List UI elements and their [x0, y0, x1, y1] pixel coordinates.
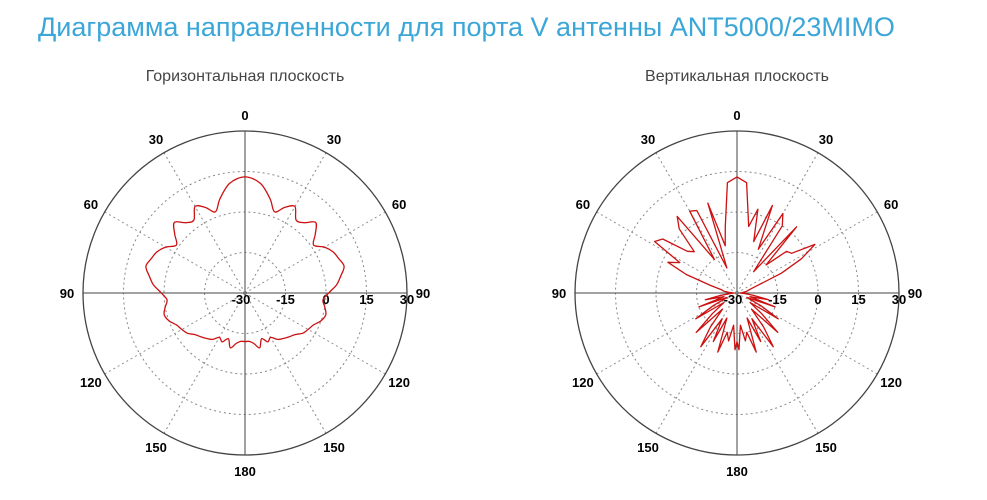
angle-tick-label: 120 — [572, 375, 594, 390]
chart-subtitle-horizontal: Горизонтальная плоскость — [145, 68, 345, 85]
angle-tick-label: 90 — [60, 286, 74, 301]
grid-spoke — [244, 211, 386, 294]
horizontal-plane-chart: Горизонтальная плоскость 0 30 60 90 120 150 18… — [0, 60, 490, 500]
outer-ring — [574, 130, 900, 456]
radiation-pattern-line — [145, 176, 345, 349]
radial-tick-label: -30 — [232, 292, 251, 307]
angle-tick-label: 120 — [80, 375, 102, 390]
angle-tick-label: 30 — [819, 132, 833, 147]
angle-tick-label: 30 — [641, 132, 655, 147]
radial-tick-label: 30 — [892, 292, 906, 307]
angle-tick-label: 90 — [908, 286, 922, 301]
grid-spoke — [596, 292, 738, 375]
grid-spoke — [244, 152, 327, 294]
angle-tick-label: 30 — [327, 132, 341, 147]
grid-spoke — [736, 152, 819, 294]
grid-spoke — [104, 292, 246, 375]
grid-spoke — [736, 292, 819, 434]
angle-tick-label: 60 — [576, 197, 590, 212]
angle-tick-label: 180 — [726, 464, 748, 479]
grid-spoke — [163, 152, 246, 294]
radial-tick-label: 15 — [851, 292, 865, 307]
polar-plot-horizontal: 0 30 60 90 120 150 180 150 120 90 60 30 -30 -15 0 15 30 — [60, 108, 430, 479]
angle-tick-label: 180 — [234, 464, 256, 479]
vertical-plane-chart: Вертикальная плоскость 0 30 60 90 120 150 180 1… — [492, 60, 982, 500]
grid-spoke — [655, 152, 738, 294]
radial-tick-label: -15 — [768, 292, 787, 307]
angle-tick-label: 60 — [84, 197, 98, 212]
radial-tick-label: 0 — [322, 292, 329, 307]
angle-tick-label: 0 — [241, 108, 248, 123]
grid-spoke — [244, 292, 386, 375]
page-title: Диаграмма направленности для порта V ант… — [38, 12, 895, 42]
angle-tick-label: 30 — [149, 132, 163, 147]
angle-tick-label: 90 — [552, 286, 566, 301]
angle-tick-label: 150 — [815, 440, 837, 455]
angle-tick-label: 90 — [416, 286, 430, 301]
grid-spoke — [163, 292, 246, 434]
grid-spoke — [244, 292, 327, 434]
radial-tick-label: -30 — [724, 292, 743, 307]
radial-tick-label: 15 — [359, 292, 373, 307]
grid-spoke — [104, 211, 246, 294]
angle-tick-label: 120 — [388, 375, 410, 390]
grid-spoke — [736, 292, 878, 375]
radial-tick-label: -15 — [276, 292, 295, 307]
angle-tick-label: 0 — [733, 108, 740, 123]
grid-spoke — [655, 292, 738, 434]
angle-tick-label: 60 — [392, 197, 406, 212]
angle-tick-label: 120 — [880, 375, 902, 390]
angle-tick-label: 60 — [884, 197, 898, 212]
radial-tick-label: 30 — [400, 292, 414, 307]
angle-tick-label: 150 — [323, 440, 345, 455]
angle-tick-label: 150 — [145, 440, 167, 455]
radial-tick-label: 0 — [814, 292, 821, 307]
chart-subtitle-vertical: Вертикальная плоскость — [645, 68, 829, 85]
angle-tick-label: 150 — [637, 440, 659, 455]
polar-plot-vertical: 0 30 60 90 120 150 180 150 120 90 60 30 -30 -15 0 15 30 — [552, 108, 922, 479]
outer-ring — [82, 130, 408, 456]
radiation-pattern-line — [653, 176, 816, 353]
